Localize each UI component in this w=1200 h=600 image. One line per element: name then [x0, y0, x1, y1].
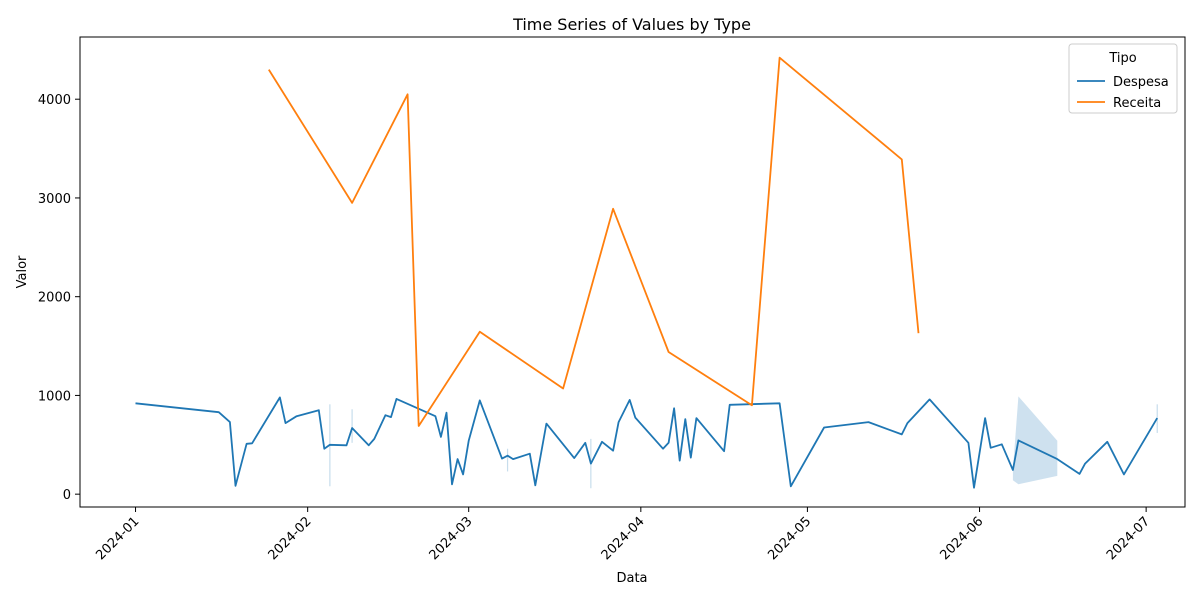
y-tick-label: 3000	[38, 192, 71, 207]
chart-title: Time Series of Values by Type	[512, 15, 751, 34]
y-tick-label: 2000	[38, 291, 71, 306]
x-tick-label: 2024-04	[599, 514, 648, 563]
confidence-band	[1012, 396, 1058, 485]
y-tick-label: 1000	[38, 389, 71, 404]
legend: Tipo Despesa Receita	[1068, 43, 1178, 114]
x-tick-label: 2024-06	[937, 514, 986, 563]
x-tick-label: 2024-07	[1104, 514, 1153, 563]
x-tick-label: 2024-03	[427, 514, 476, 563]
plot-frame	[79, 36, 1186, 508]
legend-box	[1068, 43, 1178, 114]
x-tick-label: 2024-02	[266, 514, 315, 563]
y-axis-label: Valor	[15, 255, 30, 288]
y-tick-label: 4000	[38, 93, 71, 108]
x-tick-label: 2024-01	[93, 514, 142, 563]
x-axis-label: Data	[616, 571, 647, 586]
series-line-receita	[268, 56, 920, 427]
series-line-despesa	[135, 396, 1158, 489]
legend-entry: Despesa	[1113, 75, 1169, 90]
y-axis: 0 1000 2000 3000 4000	[38, 93, 80, 503]
x-axis: 2024-01 2024-02 2024-03 2024-04 2024-05 2024-…	[93, 507, 1153, 563]
series-lines	[135, 56, 1158, 489]
y-tick-label: 0	[63, 488, 71, 503]
x-tick-label: 2024-05	[765, 514, 814, 563]
legend-title: Tipo	[1108, 51, 1136, 66]
legend-entry: Receita	[1113, 96, 1161, 111]
